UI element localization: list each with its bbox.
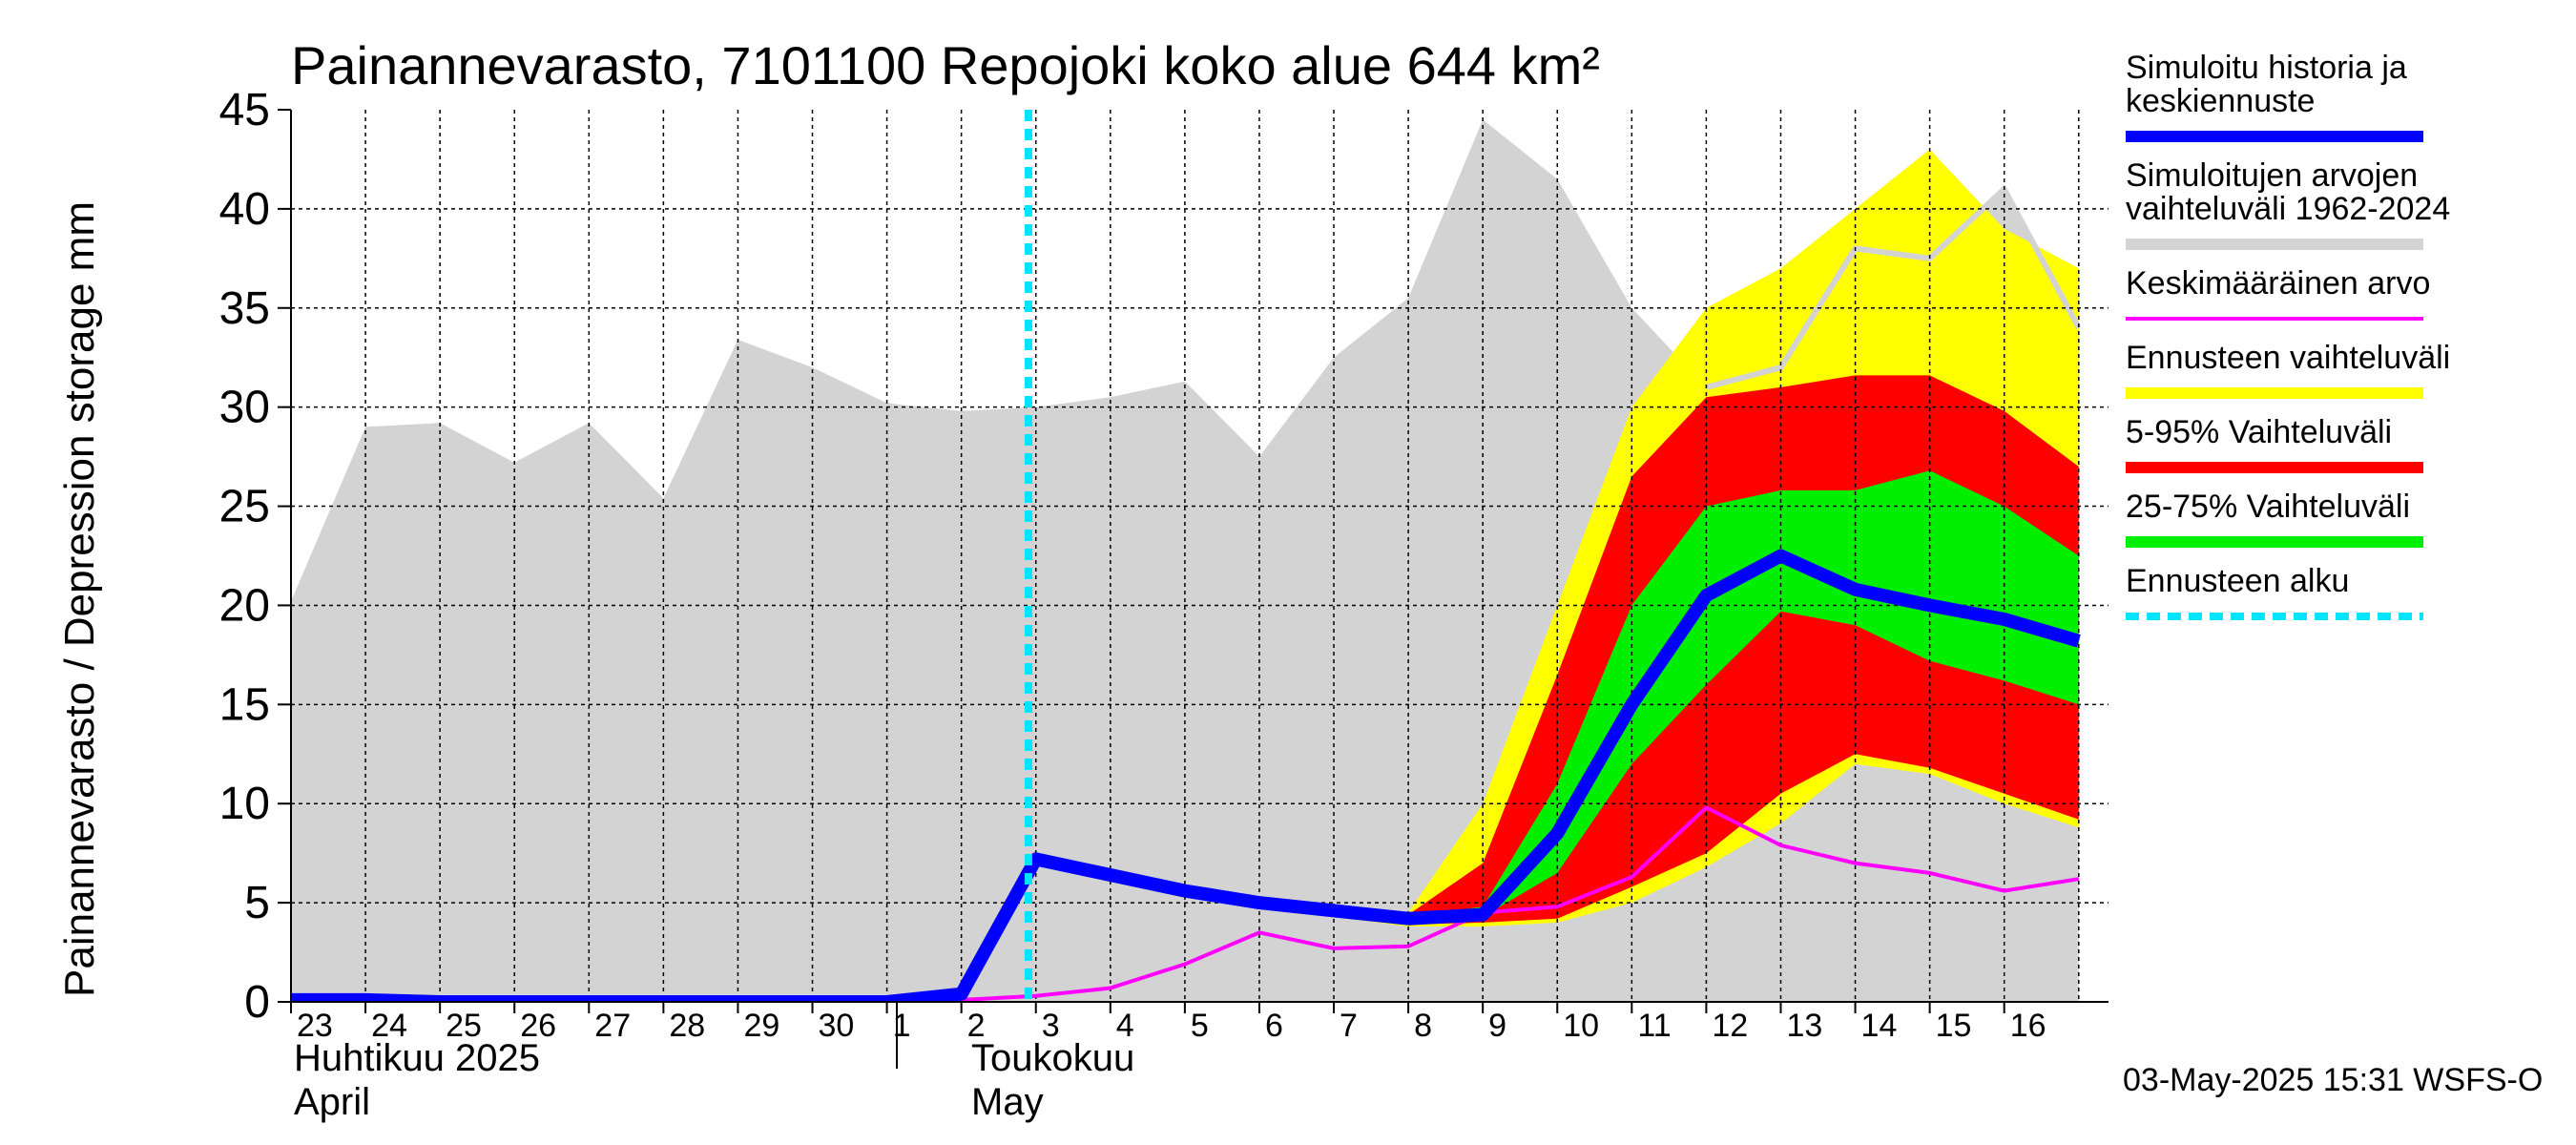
range-25-75-band [1035, 470, 2079, 922]
footer-timestamp: 03-May-2025 15:31 WSFS-O [2123, 1062, 2543, 1098]
y-axis-ticks: 0 5 10 15 20 25 30 35 40 45 [219, 85, 291, 1028]
month-label-may-fi: Toukokuu [971, 1037, 1134, 1079]
x-tick-label: 11 [1637, 1008, 1671, 1044]
legend-label-1: vaihteluväli 1962-2024 [2126, 191, 2450, 227]
x-tick-label: 15 [1936, 1008, 1972, 1044]
x-tick-label: 25 [446, 1008, 482, 1044]
x-tick-label: 1 [893, 1008, 911, 1044]
x-tick-label: 2 [967, 1008, 986, 1044]
x-tick-label: 26 [520, 1008, 556, 1044]
x-tick-label: 8 [1414, 1008, 1432, 1044]
y-tick-label: 10 [219, 779, 270, 829]
y-tick-label: 0 [244, 977, 270, 1028]
legend-label-1: Simuloitujen arvojen [2126, 157, 2418, 194]
legend-label-0: keskiennuste [2126, 83, 2315, 119]
x-tick-label: 6 [1265, 1008, 1283, 1044]
x-tick-label: 29 [743, 1008, 779, 1044]
y-tick-label: 40 [219, 184, 270, 235]
x-tick-label: 24 [371, 1008, 407, 1044]
x-tick-label: 13 [1786, 1008, 1822, 1044]
month-label-may-en: May [971, 1081, 1044, 1123]
y-tick-label: 20 [219, 580, 270, 631]
legend-label-4: 5-95% Vaihteluväli [2126, 414, 2392, 450]
x-tick-label: 7 [1340, 1008, 1358, 1044]
x-tick-label: 5 [1191, 1008, 1209, 1044]
historical-max-line [1705, 184, 2082, 390]
month-label-april-fi: Huhtikuu 2025 [294, 1037, 540, 1079]
x-tick-label: 4 [1116, 1008, 1134, 1044]
x-tick-label: 10 [1563, 1008, 1599, 1044]
x-tick-label: 3 [1042, 1008, 1060, 1044]
legend-label-3: Ennusteen vaihteluväli [2126, 340, 2450, 376]
x-axis-ticks: 23 24 25 26 27 28 29 30 1 2 3 4 5 6 7 8 9 10 11 12 13 14 15 16 [290, 1002, 2046, 1044]
x-tick-label: 23 [297, 1008, 333, 1044]
chart-title: Painannevarasto, 7101100 Repojoki koko a… [291, 35, 1600, 95]
x-tick-label: 27 [594, 1008, 631, 1044]
y-tick-label: 5 [244, 878, 270, 928]
y-axis-label: Painannevarasto / Depression storage mm [56, 201, 103, 997]
y-tick-label: 25 [219, 482, 270, 532]
legend-label-5: 25-75% Vaihteluväli [2126, 489, 2410, 525]
x-tick-label: 12 [1712, 1008, 1748, 1044]
x-tick-label: 28 [669, 1008, 705, 1044]
legend-label-6: Ennusteen alku [2126, 563, 2349, 599]
y-tick-label: 45 [219, 85, 270, 135]
legend-label-2: Keskimääräinen arvo [2126, 265, 2430, 302]
x-tick-label: 14 [1861, 1008, 1898, 1044]
x-tick-label: 16 [2010, 1008, 2046, 1044]
legend-label-0: Simuloitu historia ja [2126, 50, 2407, 86]
plot-area [290, 110, 2109, 1003]
x-tick-label: 9 [1488, 1008, 1506, 1044]
median-line [291, 549, 2081, 1002]
month-label-april-en: April [294, 1081, 370, 1123]
x-tick-label: 30 [819, 1008, 855, 1044]
y-tick-label: 30 [219, 383, 270, 433]
y-tick-label: 15 [219, 679, 270, 730]
y-tick-label: 35 [219, 283, 270, 334]
